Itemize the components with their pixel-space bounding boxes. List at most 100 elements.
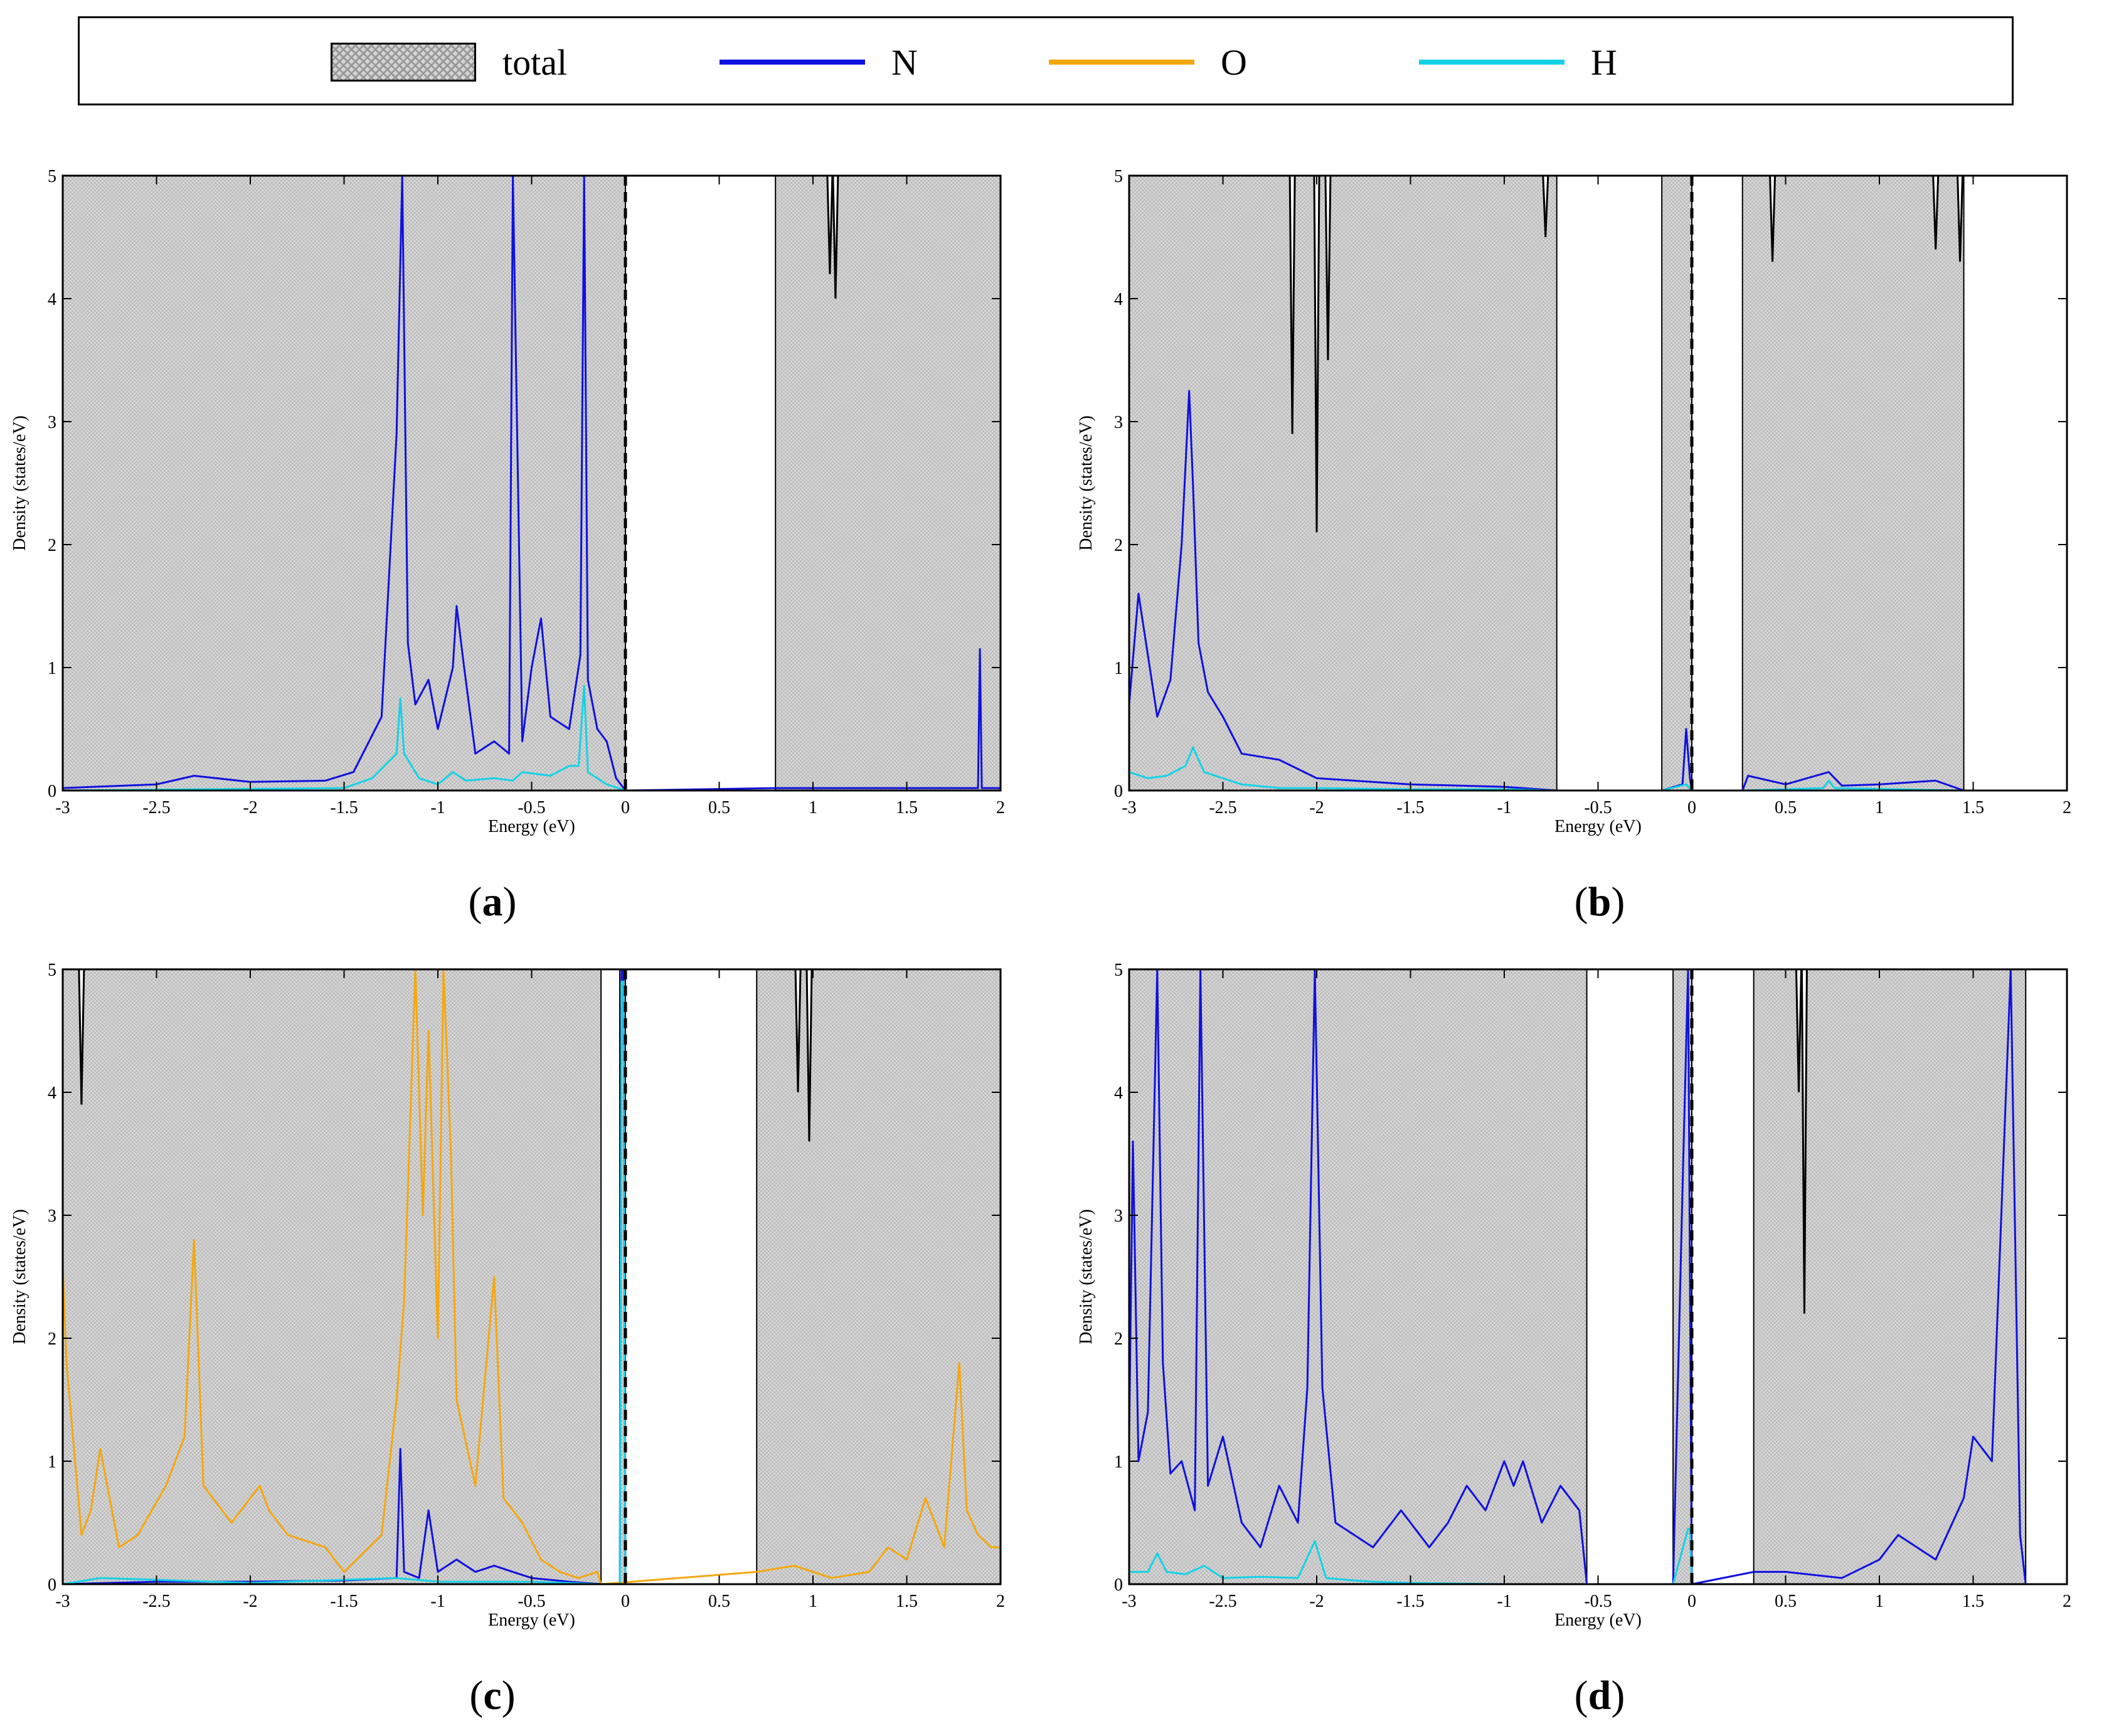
x-tick-label: -1	[430, 798, 445, 817]
y-tick-label: 4	[48, 1084, 56, 1103]
x-tick-label: -3	[1122, 798, 1136, 817]
x-tick-label: -2.5	[142, 1592, 170, 1611]
panel-d-chart: -3 -2.5 -2 -1.5 -1 -0.5 0 0.5 1 1.5 2 0 1 2 3 4 5 Energy …	[1076, 961, 2071, 1630]
x-tick-label: -2.5	[1209, 798, 1236, 817]
legend-line-n	[720, 60, 865, 65]
series-h-line	[1129, 1528, 2026, 1585]
legend-line-h	[1419, 60, 1564, 65]
caption-c-close: )	[501, 1673, 516, 1718]
legend-label-n: N	[891, 41, 918, 83]
panel-a: -3 -2.5 -2 -1.5 -1 -0.5 0 0.5 1 1.5 2 0 1 2 3 4 5 Energy …	[0, 163, 1041, 860]
x-tick-label: -1.5	[330, 1592, 358, 1611]
series-h-line	[62, 684, 626, 792]
y-tick-label: 3	[48, 413, 56, 432]
y-tick-label: 4	[1114, 290, 1123, 309]
legend-item-n: N	[720, 37, 918, 87]
x-tick-label: -1.5	[1396, 1592, 1424, 1611]
y-tick-label: 5	[48, 961, 56, 980]
y-tick-label: 5	[1114, 167, 1123, 186]
legend-swatch-total	[331, 43, 476, 82]
x-tick-label: 1	[1875, 1592, 1884, 1611]
panel-a-chart: -3 -2.5 -2 -1.5 -1 -0.5 0 0.5 1 1.5 2 0 1 2 3 4 5 Energy …	[10, 167, 1005, 836]
panel-c-chart: -3 -2.5 -2 -1.5 -1 -0.5 0 0.5 1 1.5 2 0 1 2 3 4 5 Energy …	[10, 961, 1005, 1630]
y-tick-label: 3	[1114, 1206, 1123, 1226]
total-band-2	[1742, 176, 1964, 791]
x-tick-label: 1	[809, 798, 817, 817]
total-band-0	[1129, 176, 1557, 791]
legend-label-h: H	[1591, 41, 1617, 83]
y-axis-label: Density (states/eV)	[10, 415, 29, 550]
caption-a-letter: a	[482, 879, 503, 925]
x-axis-label: Energy (eV)	[1554, 1611, 1642, 1630]
total-band-2	[1753, 969, 2026, 1584]
total-dip-2	[805, 969, 813, 1142]
x-tick-label: 2	[2063, 1592, 2071, 1611]
legend-item-o: O	[1049, 37, 1247, 87]
total-dip-5	[1932, 175, 1940, 250]
legend-line-o	[1049, 60, 1194, 65]
total-band-2	[757, 969, 1001, 1584]
x-tick-label: -1	[1497, 1592, 1511, 1611]
caption-d: (d)	[1506, 1672, 1694, 1720]
caption-a-open: (	[468, 879, 482, 925]
y-tick-label: 5	[1114, 961, 1123, 980]
x-tick-label: -3	[55, 798, 70, 817]
y-tick-label: 2	[1114, 1329, 1123, 1349]
caption-d-open: (	[1574, 1673, 1588, 1718]
x-tick-label: 1.5	[1962, 1592, 1984, 1611]
x-tick-label: 2	[996, 798, 1005, 817]
caption-b: (b)	[1506, 878, 1694, 926]
series-n-line	[1128, 968, 2027, 1585]
total-dip-1	[794, 969, 802, 1093]
x-tick-label: -1	[430, 1592, 445, 1611]
x-tick-label: -1.5	[330, 798, 358, 817]
y-tick-label: 3	[48, 1206, 56, 1226]
x-tick-label: 1	[1875, 798, 1884, 817]
total-dip-2	[1324, 175, 1332, 361]
legend-item-h: H	[1419, 37, 1617, 87]
total-dip-0	[826, 175, 834, 274]
y-tick-label: 4	[48, 290, 56, 309]
y-tick-label: 1	[1114, 659, 1123, 678]
y-axis-label: Density (states/eV)	[10, 1209, 29, 1344]
x-tick-label: -2.5	[1209, 1592, 1236, 1611]
legend-item-total: total	[331, 37, 567, 87]
caption-c-letter: c	[483, 1673, 502, 1718]
total-dip-1	[1313, 175, 1320, 533]
legend-label-o: O	[1221, 41, 1247, 83]
caption-a: (a)	[398, 878, 587, 926]
x-tick-label: -0.5	[1584, 1592, 1612, 1611]
panel-d: -3 -2.5 -2 -1.5 -1 -0.5 0 0.5 1 1.5 2 0 1 2 3 4 5 Energy …	[1066, 957, 2114, 1653]
x-tick-label: -0.5	[518, 798, 545, 817]
x-tick-label: -2	[243, 798, 257, 817]
panel-b-chart: -3 -2.5 -2 -1.5 -1 -0.5 0 0.5 1 1.5 2 0 1 2 3 4 5 Energy …	[1076, 167, 2071, 836]
total-dip-0	[1795, 969, 1802, 1093]
total-dip-6	[1957, 175, 1964, 262]
x-tick-label: -2	[1309, 1592, 1324, 1611]
y-tick-label: 0	[48, 782, 56, 801]
x-tick-label: -1.5	[1396, 798, 1424, 817]
caption-b-open: (	[1574, 879, 1588, 925]
x-tick-label: 1	[809, 1592, 817, 1611]
caption-c-open: (	[469, 1673, 484, 1718]
x-tick-label: 2	[996, 1592, 1005, 1611]
caption-b-close: )	[1611, 879, 1625, 925]
panel-c: -3 -2.5 -2 -1.5 -1 -0.5 0 0.5 1 1.5 2 0 1 2 3 4 5 Energy …	[0, 957, 1041, 1653]
panel-b: -3 -2.5 -2 -1.5 -1 -0.5 0 0.5 1 1.5 2 0 1 2 3 4 5 Energy …	[1066, 163, 2114, 860]
x-axis-label: Energy (eV)	[488, 817, 575, 836]
x-tick-label: -1	[1497, 798, 1511, 817]
legend: total N O H	[78, 16, 2014, 105]
caption-c: (c)	[398, 1672, 587, 1720]
x-tick-label: -3	[1122, 1592, 1136, 1611]
caption-a-close: )	[502, 879, 517, 925]
x-tick-label: 0	[621, 798, 630, 817]
y-tick-label: 3	[1114, 413, 1123, 432]
x-tick-label: 0.5	[708, 1592, 730, 1611]
x-tick-label: 0	[1687, 798, 1696, 817]
x-tick-label: 0	[1687, 1592, 1696, 1611]
x-tick-label: 0.5	[1775, 1592, 1797, 1611]
legend-label-total: total	[502, 41, 568, 83]
x-tick-label: -0.5	[1584, 798, 1612, 817]
total-dip-1	[832, 175, 839, 299]
y-tick-label: 0	[1114, 782, 1123, 801]
